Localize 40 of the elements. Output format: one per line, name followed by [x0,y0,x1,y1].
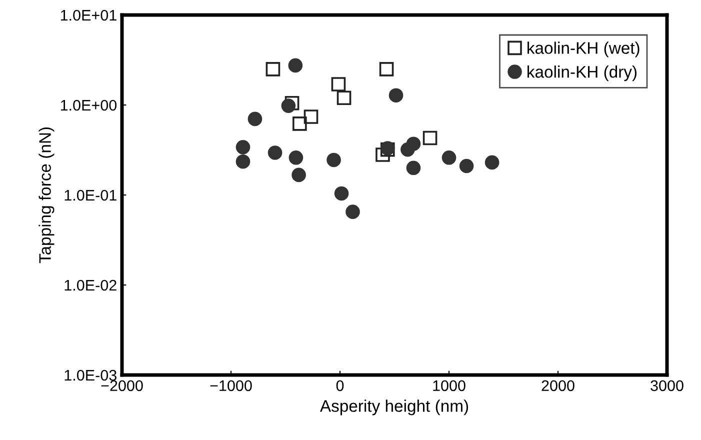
x-tick-label: −1000 [210,380,252,392]
x-tick-label: 0 [336,380,344,392]
x-tick-label: −2000 [101,380,143,392]
y-tick-label: 1.0E-02 [64,280,116,291]
point [379,62,394,76]
x-axis-title: Asperity height (nm) [320,400,468,416]
point [281,98,296,113]
y-axis-title: Tapping force (nN) [38,127,54,264]
point [288,58,303,73]
point [248,112,262,126]
point [304,110,318,124]
point [459,158,474,174]
x-tick-label: 2000 [542,380,574,392]
point [292,168,306,182]
point [484,155,500,170]
point [268,146,282,160]
y-tick-label: 1.0E+01 [60,10,116,21]
y-tick-label: 1.0E-01 [64,190,116,201]
legend-label: kaolin-KH (dry) [528,66,637,82]
y-tick-label: 1.0E-03 [64,370,116,381]
point [442,150,456,165]
legend-label: kaolin-KH (wet) [528,42,640,58]
point [388,88,404,103]
point [326,152,341,168]
x-tick-label: 3000 [650,380,684,392]
point [406,136,421,152]
point [331,77,346,92]
point [236,140,250,154]
point [266,62,280,76]
point [288,150,304,165]
point [236,154,250,169]
point [334,186,349,201]
point [422,130,438,146]
y-tick-label: 1.0E+00 [60,100,117,111]
point [406,160,421,176]
point [284,96,300,110]
point [292,116,307,131]
point [336,90,352,106]
x-tick-label: 1000 [433,380,466,392]
point [346,204,360,219]
